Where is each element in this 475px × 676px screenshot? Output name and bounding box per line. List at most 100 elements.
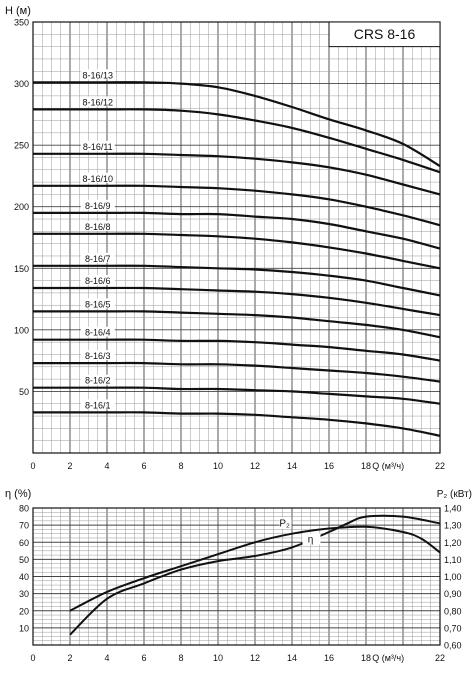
x-tick-label: 4 (104, 461, 109, 471)
series-label-bg (302, 533, 321, 545)
series-label: 8-16/12 (82, 97, 113, 107)
x-tick-label: 2 (67, 461, 72, 471)
x-tick-label: 12 (250, 461, 260, 471)
y-tick-label-left: 50 (19, 555, 29, 565)
series-line (33, 386, 441, 405)
series-line (32, 411, 441, 437)
series-label-bg (80, 298, 115, 309)
series-label: 8-16/10 (82, 174, 113, 184)
y-axis-label-left: η (%) (5, 488, 31, 500)
x-tick-label: 0 (30, 461, 35, 471)
plot-frame (32, 21, 441, 454)
series-line (33, 286, 441, 317)
head-flow-chart: CRS 8-16 H (м) Q (м³/ч) 0 2 4 6 8 10 12 14 16 18 22 50… (5, 5, 445, 471)
series-label-bg (80, 374, 115, 385)
x-tick-label: 16 (324, 461, 334, 471)
series-label-bg (279, 517, 292, 529)
y-tick-label-right: 1,00 (444, 572, 462, 582)
x-axis-label: Q (м³/ч) (372, 461, 404, 471)
series-line (33, 152, 441, 196)
x-tick-label: 14 (287, 653, 297, 663)
y-tick-label-right: 1,30 (444, 521, 462, 531)
series-line (69, 525, 441, 612)
series-line (32, 81, 441, 168)
series-line (33, 108, 441, 174)
y-tick-label-right: 1,10 (444, 555, 462, 565)
y-tick-label: 250 (14, 141, 29, 151)
x-tick-label: 16 (324, 653, 334, 663)
x-tick-label: 22 (435, 461, 445, 471)
series-label-bg (80, 350, 115, 361)
y-axis-label: H (м) (5, 5, 31, 17)
series-label: 8-16/2 (85, 376, 111, 386)
y-tick-label: 350 (14, 18, 29, 28)
y-axis-label-right: P₂ (кВт) (437, 489, 472, 500)
series-label: 8-16/13 (82, 70, 113, 80)
series-label: 8-16/11 (83, 142, 113, 152)
series-label: 8-16/1 (85, 400, 111, 410)
x-tick-label: 6 (141, 653, 146, 663)
series-label-bg (80, 199, 115, 210)
series-line (33, 211, 441, 250)
series-label-bg (80, 140, 115, 151)
chart-title: CRS 8-16 (354, 26, 416, 42)
series-label: 8-16/3 (85, 351, 111, 361)
series-label: 8-16/4 (85, 328, 111, 338)
x-tick-label: 10 (213, 653, 223, 663)
y-tick-label: 200 (14, 202, 29, 212)
series-label-bg (80, 399, 115, 410)
y-tick-label-left: 70 (19, 521, 29, 531)
series-line (33, 361, 441, 383)
y-tick-label-left: 10 (19, 623, 29, 633)
series-line (33, 232, 441, 270)
y-tick-label-left: 80 (19, 504, 29, 514)
x-tick-label: 8 (178, 653, 183, 663)
x-tick-label: 22 (435, 653, 445, 663)
y-tick-label-right: 0,90 (444, 589, 462, 599)
series-label: 8-16/8 (85, 222, 111, 232)
y-tick-label-right: 1,40 (444, 504, 462, 514)
series-label: P₂ (279, 519, 290, 530)
series-line (33, 264, 441, 297)
efficiency-power-chart: η (%) P₂ (кВт) Q (м³/ч) 0 2 4 6 8 10 12 14 16 18 22 10… (5, 488, 472, 663)
series-label: η (308, 534, 314, 545)
series-label-bg (80, 220, 115, 231)
series-label: 8-16/9 (85, 201, 111, 211)
series-label-bg (80, 172, 115, 183)
x-tick-label: 12 (250, 653, 260, 663)
series-label-bg (80, 252, 115, 263)
series-label: 8-16/6 (85, 276, 111, 286)
series-label-bg (80, 326, 115, 337)
plot-frame (32, 507, 441, 646)
y-tick-label: 300 (14, 79, 29, 89)
y-tick-label: 150 (14, 264, 29, 274)
x-tick-label: 14 (287, 461, 297, 471)
y-tick-label-right: 1,20 (444, 538, 462, 548)
x-tick-label: 18 (361, 653, 371, 663)
y-tick-label: 50 (19, 387, 29, 397)
x-tick-label: 8 (178, 461, 183, 471)
series-label: 8-16/5 (85, 299, 111, 309)
x-tick-label: 2 (67, 653, 72, 663)
x-tick-label: 18 (361, 461, 371, 471)
series-label-bg (80, 69, 115, 80)
x-tick-label: 6 (141, 461, 146, 471)
x-axis-label: Q (м³/ч) (372, 653, 404, 663)
y-tick-label-right: 0,80 (444, 606, 462, 616)
y-tick-label-left: 60 (19, 538, 29, 548)
y-tick-label: 100 (14, 325, 29, 335)
x-tick-label: 0 (30, 653, 35, 663)
title-box (328, 21, 441, 48)
series-line (33, 338, 441, 362)
y-tick-label-left: 30 (19, 589, 29, 599)
series-label: 8-16/7 (85, 254, 111, 264)
series-line (33, 310, 441, 339)
x-tick-label: 4 (104, 653, 109, 663)
series-line (69, 514, 441, 636)
series-line (32, 184, 441, 227)
y-tick-label-right: 0,70 (444, 623, 462, 633)
x-tick-label: 10 (213, 461, 223, 471)
y-tick-label-left: 40 (19, 572, 29, 582)
series-label-bg (80, 96, 115, 107)
